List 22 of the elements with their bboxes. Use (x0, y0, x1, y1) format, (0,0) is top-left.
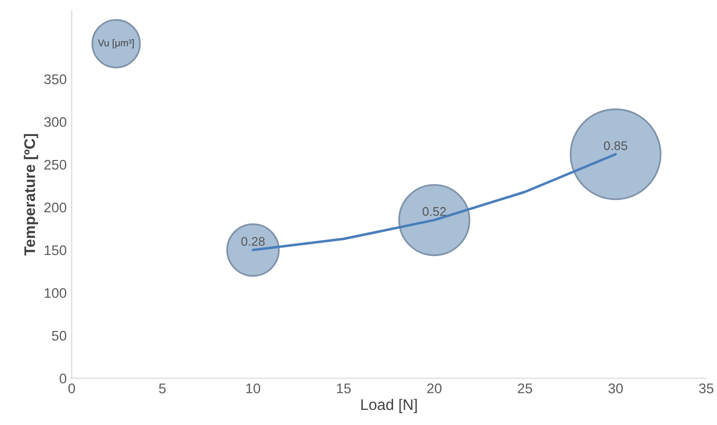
x-tick-label: 20 (427, 383, 442, 394)
x-tick-label: 0 (68, 383, 76, 394)
text: Vu [μm³] (98, 39, 134, 48)
x-tick-label: 25 (518, 383, 532, 394)
y-tick-label: 100 (44, 288, 66, 298)
y-tick-label: 50 (52, 330, 66, 341)
annotation: 0.85 (604, 141, 628, 150)
x-tick-label: 5 (159, 384, 166, 394)
annotation: 0.52 (422, 207, 446, 216)
y-tick-label: 300 (44, 117, 66, 127)
x-tick-label: 10 (246, 383, 260, 394)
x-tick-label: 15 (336, 384, 351, 394)
y-tick-label: 200 (44, 202, 66, 212)
y-tick-label: 0 (60, 374, 66, 384)
y-tick-label: 150 (44, 245, 66, 256)
x-axis-title: Load [N] (361, 398, 417, 414)
y-axis-title: Temperature [ºC] (24, 134, 38, 256)
y-tick-label: 350 (44, 74, 66, 84)
annotation: 0.28 (241, 236, 265, 246)
y-tick-label: 250 (44, 160, 66, 170)
x-tick-label: 30 (608, 383, 623, 394)
x-tick-label: 35 (699, 383, 714, 394)
